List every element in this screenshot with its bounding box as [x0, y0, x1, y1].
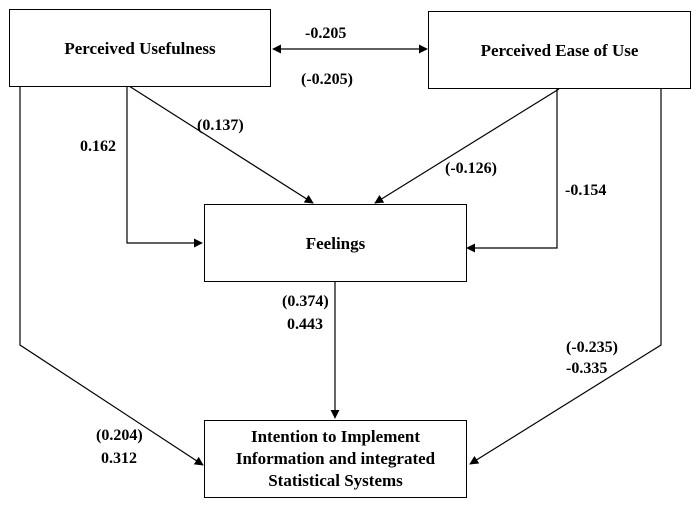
edge-label-feelings-intention-paren: (0.374)	[282, 293, 329, 310]
node-intention: Intention to Implement Information and i…	[204, 420, 467, 498]
edge-label-pu-feelings-diagonal: (0.137)	[197, 117, 244, 134]
edge-label-pu-intention-paren: (0.204)	[96, 427, 143, 444]
node-label: Feelings	[305, 233, 366, 253]
node-feelings: Feelings	[204, 204, 467, 282]
edge-pu-feelings-elbow	[126, 86, 203, 248]
node-label: Perceived Usefulness	[64, 38, 216, 58]
edge-label-feelings-intention-value: 0.443	[287, 316, 323, 333]
edge-label-peou-feelings-elbow: -0.154	[565, 182, 607, 199]
node-perceived-ease-of-use: Perceived Ease of Use	[428, 11, 691, 89]
node-label: Intention to Implement Information and i…	[235, 427, 436, 490]
node-label: Perceived Ease of Use	[480, 40, 639, 60]
edge-label-pu-peou-paren: (-0.205)	[301, 71, 353, 88]
edge-peou-feelings-elbow	[466, 89, 558, 253]
edge-label-peou-feelings-diagonal: (-0.126)	[445, 160, 497, 177]
edge-label-peou-intention-value: -0.335	[566, 360, 608, 377]
edge-pu-feelings-diagonal	[128, 85, 314, 204]
node-perceived-usefulness: Perceived Usefulness	[9, 9, 271, 87]
edge-label-pu-intention-value: 0.312	[101, 450, 137, 467]
edge-pu-intention	[19, 87, 204, 466]
edge-label-pu-peou-value: -0.205	[305, 25, 347, 42]
edge-label-pu-feelings-elbow: 0.162	[80, 138, 116, 155]
edge-peou-intention	[469, 89, 662, 465]
edge-label-peou-intention-paren: (-0.235)	[566, 339, 618, 356]
edge-peou-feelings-diagonal	[374, 88, 560, 204]
